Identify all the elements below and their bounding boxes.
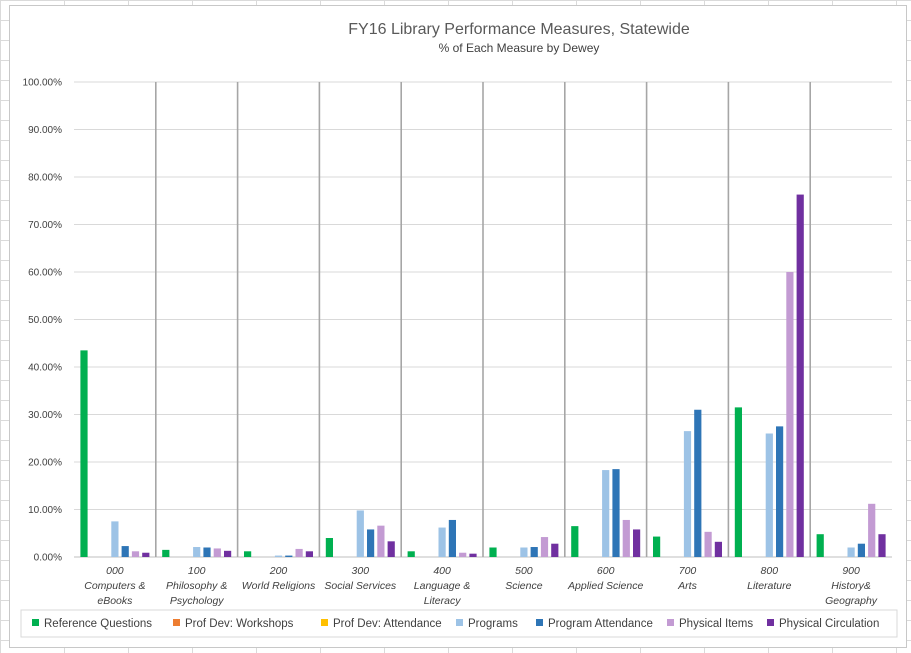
- legend-label: Programs: [468, 618, 518, 630]
- bar: [847, 547, 855, 557]
- bar: [469, 553, 477, 557]
- legend-label: Physical Circulation: [779, 618, 879, 630]
- bars: [80, 194, 886, 557]
- legend-swatch: [536, 619, 543, 626]
- bar: [694, 409, 702, 557]
- bar: [734, 407, 742, 557]
- legend-swatch: [173, 619, 180, 626]
- bar: [704, 531, 712, 557]
- y-axis: 0.00% 10.00% 20.00% 30.00% 40.00% 50.00% 60.00…: [23, 78, 63, 564]
- bar: [857, 543, 865, 557]
- legend-swatch: [667, 619, 674, 626]
- bar: [193, 547, 201, 557]
- bar: [438, 527, 446, 557]
- bar: [683, 431, 692, 557]
- y-tick-label: 40.00%: [28, 363, 62, 374]
- legend-label: Physical Items: [679, 618, 753, 630]
- legend-swatch: [32, 619, 39, 626]
- bar: [131, 551, 140, 557]
- bar: [878, 534, 886, 557]
- bar: [213, 548, 221, 557]
- y-tick-label: 90.00%: [28, 125, 62, 136]
- y-tick-label: 80.00%: [28, 173, 62, 184]
- bar: [520, 547, 528, 557]
- bar: [142, 552, 150, 557]
- x-tick-label: 300 Social Services: [324, 565, 397, 592]
- bar: [622, 519, 630, 557]
- bar: [776, 426, 784, 557]
- bar: [387, 541, 395, 557]
- x-tick-label: 000 Computers & eBooks: [84, 565, 145, 607]
- bar: [796, 194, 804, 557]
- x-tick-label: 700 Arts: [677, 565, 697, 592]
- bar: [612, 469, 620, 557]
- y-tick-label: 70.00%: [28, 220, 62, 231]
- bar: [162, 549, 170, 557]
- bar: [633, 529, 641, 557]
- bar: [407, 551, 415, 557]
- bar: [489, 547, 497, 557]
- bar: [868, 503, 876, 557]
- bar: [571, 526, 579, 557]
- x-tick-label: 400 Language & Literacy: [414, 565, 471, 607]
- bar: [714, 541, 722, 557]
- y-tick-label: 0.00%: [34, 553, 62, 564]
- legend-swatch: [767, 619, 774, 626]
- legend-swatch: [321, 619, 328, 626]
- bar: [356, 510, 364, 557]
- y-tick-label: 100.00%: [23, 78, 63, 89]
- bar: [367, 529, 375, 557]
- x-tick-label: 600 Applied Science: [567, 565, 643, 592]
- bar: [602, 470, 610, 557]
- bar: [530, 547, 538, 557]
- x-tick-label: 800 Literature: [747, 565, 792, 592]
- bar: [325, 538, 333, 557]
- bar: [816, 534, 824, 557]
- bar: [121, 546, 129, 557]
- legend: Reference Questions Prof Dev: Workshops Pr…: [20, 609, 898, 638]
- bar: [377, 525, 385, 557]
- bar: [224, 550, 232, 557]
- bar: [111, 521, 119, 557]
- legend-label: Prof Dev: Attendance: [333, 618, 442, 630]
- bar: [274, 555, 283, 557]
- chart-area: FY16 Library Performance Measures, State…: [9, 5, 907, 648]
- bar: [80, 350, 88, 557]
- legend-label: Reference Questions: [44, 618, 152, 630]
- y-tick-label: 20.00%: [28, 458, 62, 469]
- y-tick-label: 30.00%: [28, 410, 62, 421]
- bar: [295, 548, 303, 557]
- legend-swatch: [456, 619, 463, 626]
- bar: [765, 433, 773, 557]
- chart-subtitle: % of Each Measure by Dewey: [439, 41, 600, 55]
- bar-chart: FY16 Library Performance Measures, State…: [20, 21, 898, 638]
- chart-title: FY16 Library Performance Measures, State…: [348, 21, 690, 38]
- y-tick-label: 50.00%: [28, 315, 62, 326]
- bar: [203, 547, 211, 557]
- x-tick-label: 500 Science: [505, 565, 543, 592]
- x-tick-label: 100 Philosophy & Psychology: [166, 565, 227, 607]
- y-tick-label: 60.00%: [28, 268, 62, 279]
- bar: [653, 536, 661, 557]
- bar: [285, 555, 293, 557]
- bar: [244, 551, 252, 557]
- bar: [786, 272, 794, 557]
- bar: [305, 551, 313, 557]
- bar: [459, 552, 467, 557]
- category-separators: [155, 82, 812, 557]
- bar: [551, 543, 559, 557]
- y-tick-label: 10.00%: [28, 505, 62, 516]
- bar: [540, 537, 549, 557]
- x-axis: 000 Computers & eBooks 100 Philosophy & Psych…: [84, 565, 878, 607]
- x-tick-label: 200 World Religions: [242, 565, 316, 592]
- legend-label: Program Attendance: [548, 618, 653, 630]
- bar: [448, 519, 456, 557]
- x-tick-label: 900 History& Geography: [825, 565, 878, 607]
- legend-label: Prof Dev: Workshops: [185, 618, 294, 630]
